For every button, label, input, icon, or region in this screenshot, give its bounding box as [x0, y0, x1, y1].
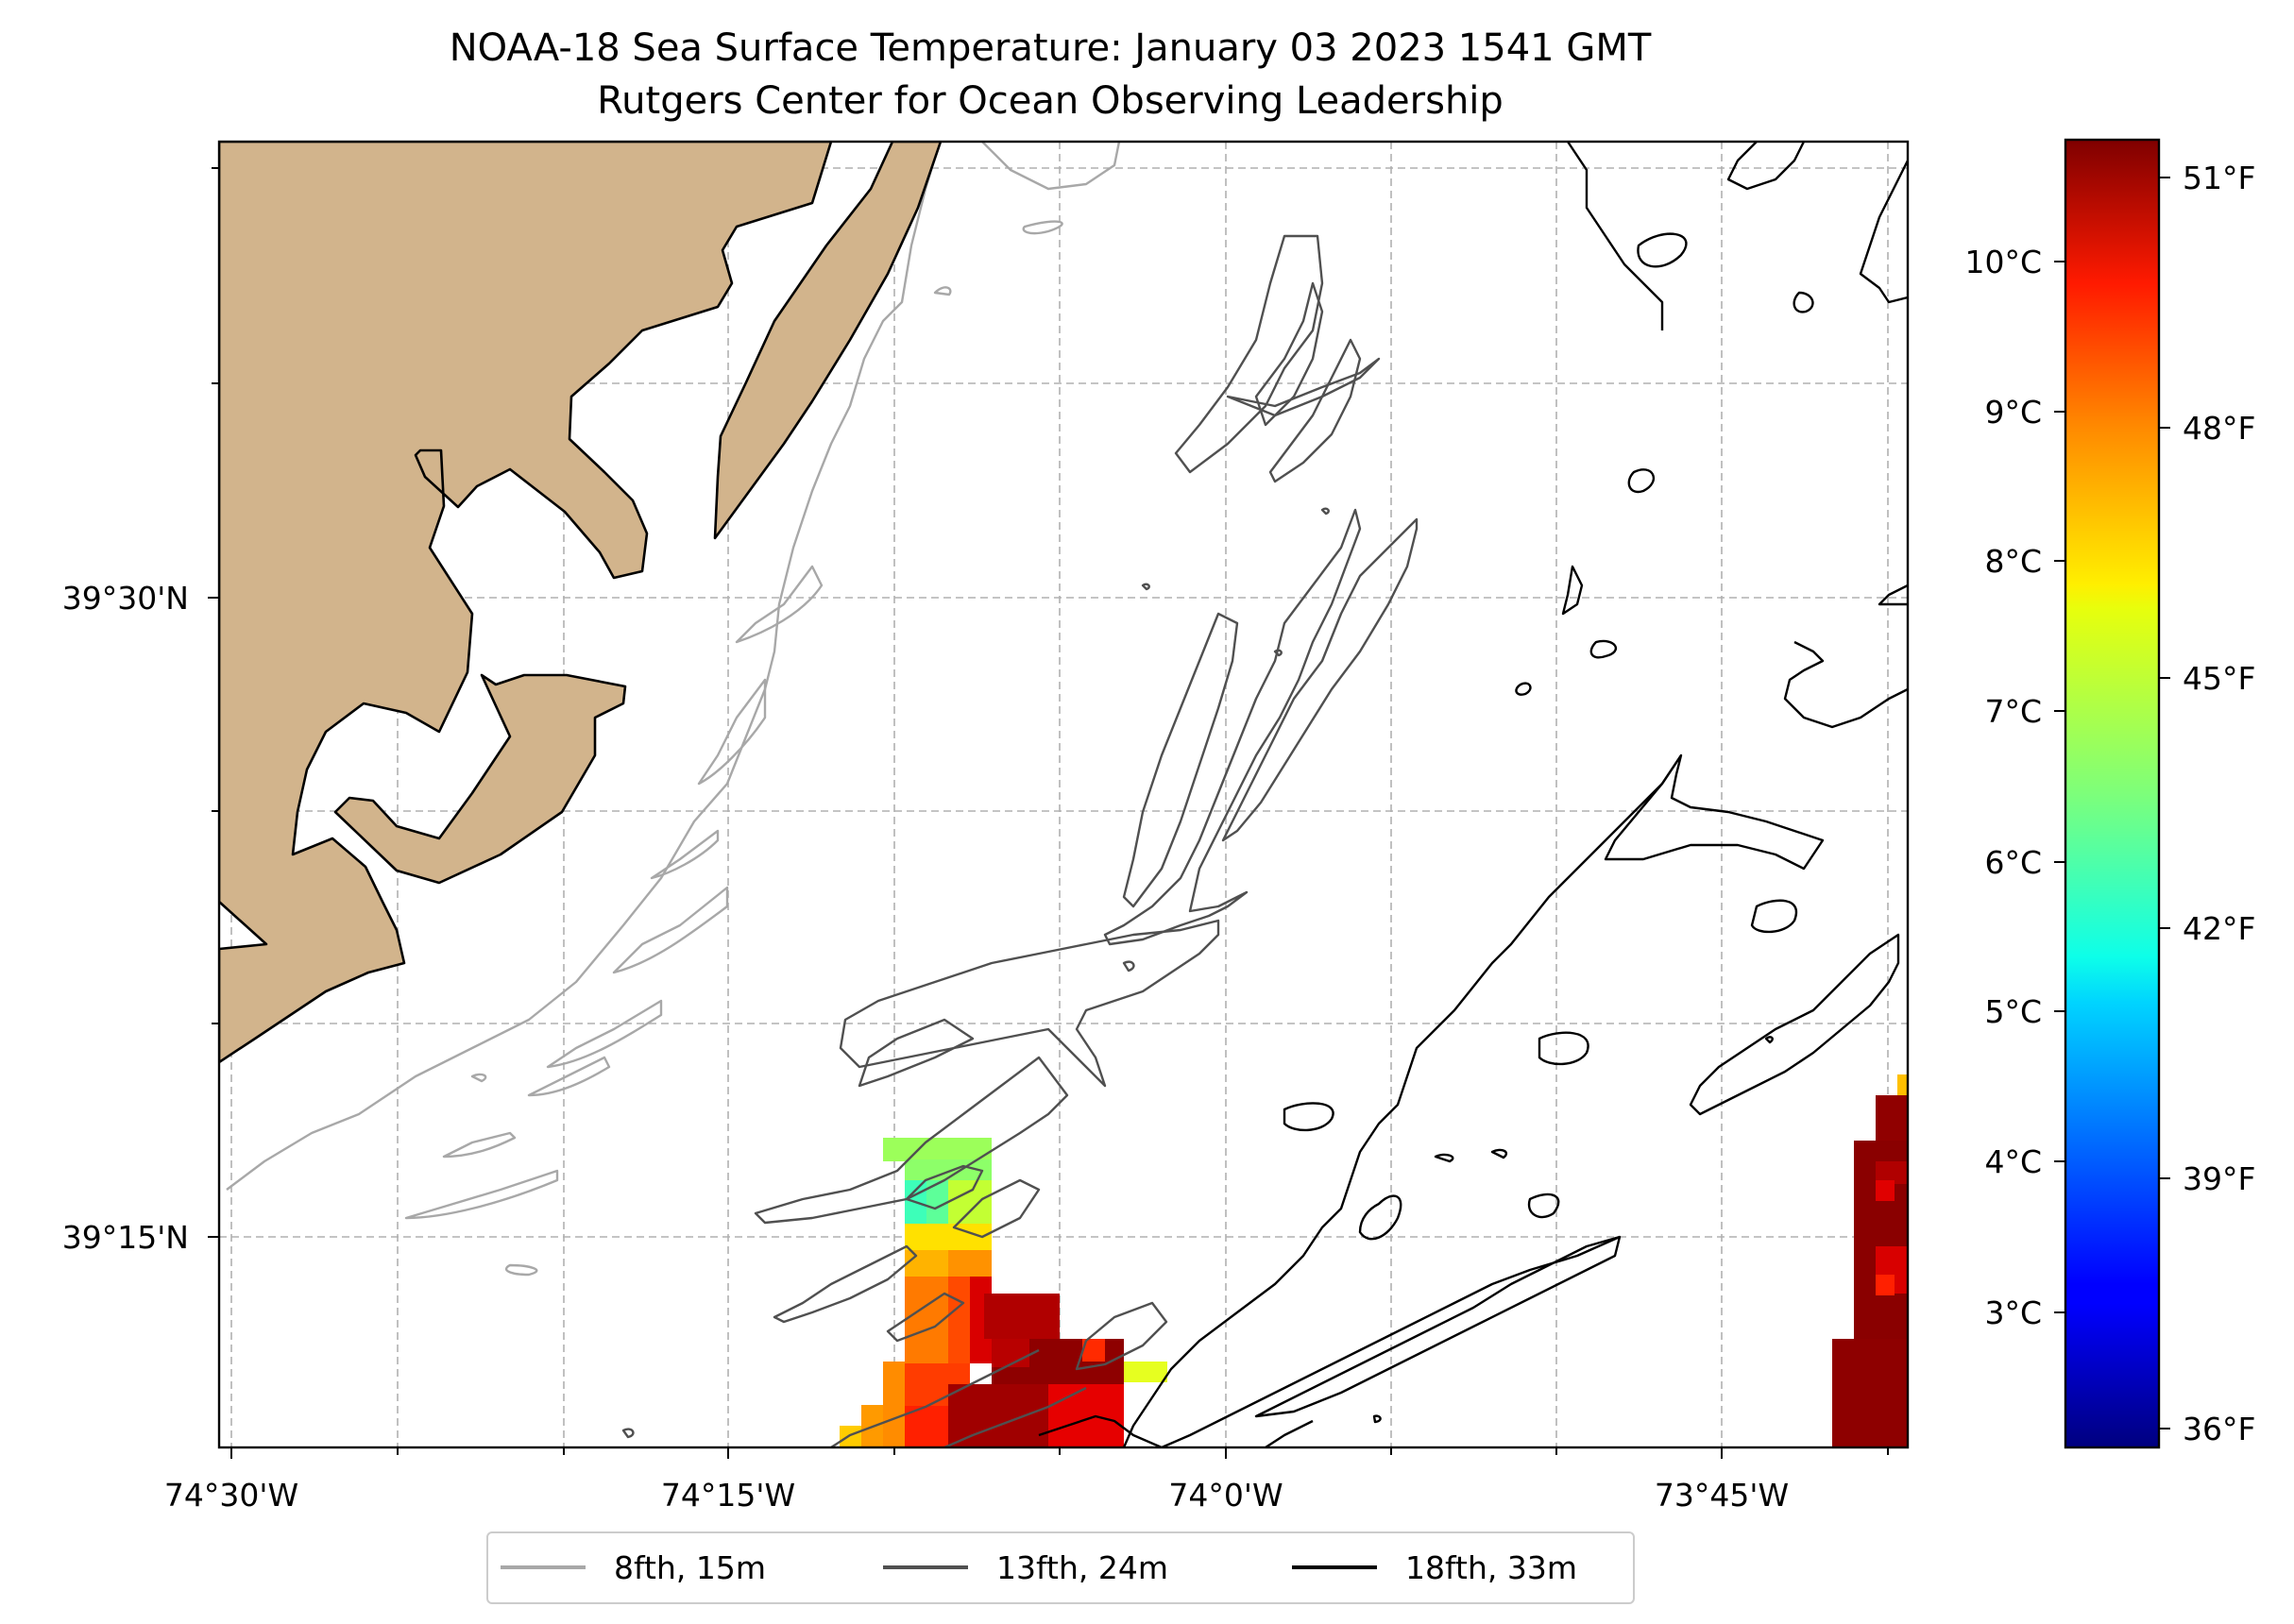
colorbar-fahrenheit-label-5: 39°F	[2183, 1160, 2255, 1197]
colorbar-celsius-label-3: 8°C	[1984, 543, 2042, 580]
land-barrier-island-north	[713, 142, 943, 540]
colorbar-celsius-label-5: 6°C	[1984, 844, 2042, 881]
y-tick-label-2: 39°15'N	[62, 1219, 189, 1256]
colorbar-celsius-label-6: 5°C	[1984, 993, 2042, 1030]
sst-pixels-east	[1832, 1074, 1908, 1447]
colorbar-celsius-label-7: 4°C	[1984, 1143, 2042, 1180]
isobath-8fth	[226, 142, 1121, 1277]
colorbar: 10°C 9°C 8°C 7°C 6°C 5°C 4°C 3°C 51°F 48…	[1964, 138, 2255, 1449]
colorbar-celsius-label-8: 3°C	[1984, 1294, 2042, 1331]
colorbar-celsius-label-2: 9°C	[1984, 394, 2042, 431]
x-tick-label-1: 74°30'W	[164, 1477, 298, 1514]
colorbar-fahrenheit-label-2: 48°F	[2183, 410, 2255, 447]
land-barrier-island-south	[333, 673, 627, 885]
legend: 8fth, 15m 13fth, 24m 18fth, 33m	[486, 1531, 1635, 1604]
colorbar-fahrenheit-ticks	[2159, 177, 2170, 1429]
x-tick-label-3: 74°0'W	[1168, 1477, 1283, 1514]
colorbar-gradient	[2064, 138, 2161, 1449]
isobath-13fth	[621, 234, 1419, 1447]
colorbar-fahrenheit-label-4: 42°F	[2183, 910, 2255, 947]
title-line-1: NOAA-18 Sea Surface Temperature: January…	[450, 26, 1652, 70]
map-area	[219, 142, 1908, 1447]
map-axis-ticks	[208, 167, 1889, 1459]
map-frame	[217, 140, 1910, 1449]
colorbar-fahrenheit-label-1: 51°F	[2183, 160, 2255, 196]
colorbar-fahrenheit-label-3: 45°F	[2183, 660, 2255, 697]
legend-label-8fth: 8fth, 15m	[614, 1549, 766, 1586]
title-line-2: Rutgers Center for Ocean Observing Leade…	[597, 79, 1504, 123]
colorbar-celsius-label-1: 10°C	[1964, 244, 2042, 280]
land-mainland	[219, 142, 833, 1064]
legend-box	[486, 1531, 1635, 1604]
colorbar-celsius-ticks	[2054, 261, 2065, 1313]
legend-label-18fth: 18fth, 33m	[1405, 1549, 1577, 1586]
x-tick-label-2: 74°15'W	[661, 1477, 795, 1514]
isobath-18fth	[1038, 142, 1908, 1447]
colorbar-fahrenheit-label-6: 36°F	[2183, 1411, 2255, 1447]
colorbar-celsius-label-4: 7°C	[1984, 693, 2042, 730]
y-tick-label-1: 39°30'N	[62, 580, 189, 617]
legend-label-13fth: 13fth, 24m	[996, 1549, 1168, 1586]
land	[219, 142, 943, 1064]
x-tick-label-4: 73°45'W	[1655, 1477, 1789, 1514]
